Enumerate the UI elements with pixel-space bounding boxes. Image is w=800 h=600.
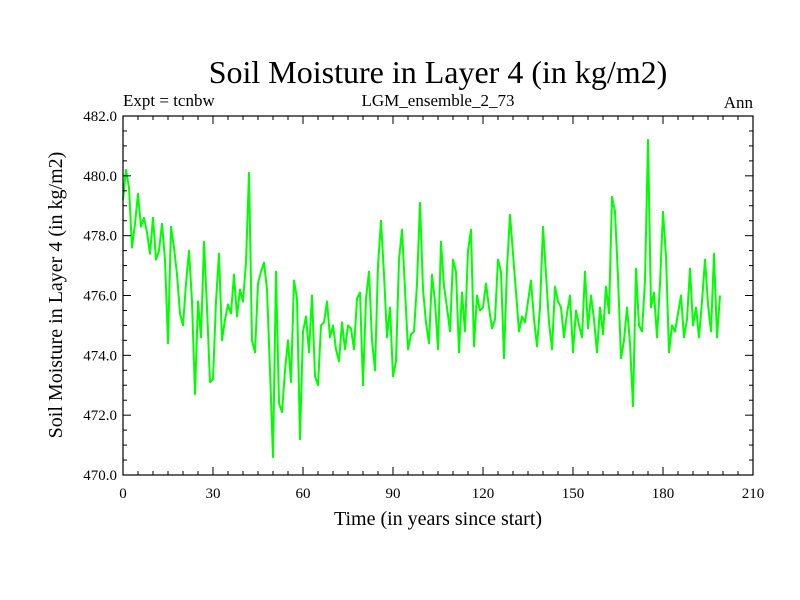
x-axis-label: Time (in years since start)	[334, 508, 542, 530]
x-axis: 0 30 60 90 120 150 180 210	[119, 116, 764, 502]
x-tick-label: 60	[296, 486, 311, 502]
plot-area	[122, 138, 721, 459]
chart-title: Soil Moisture in Layer 4 (in kg/m2)	[209, 54, 668, 90]
x-tick-label: 180	[652, 486, 675, 502]
y-tick-label: 482.0	[83, 109, 117, 125]
period-label: Ann	[724, 93, 754, 112]
y-axis: 470.0 472.0 474.0 476.0 478.0 480.0 482.0	[83, 109, 753, 484]
series-line	[122, 138, 721, 459]
y-tick-label: 476.0	[83, 289, 117, 305]
x-tick-label: 30	[206, 486, 221, 502]
x-tick-label: 120	[472, 486, 495, 502]
y-tick-label: 480.0	[83, 169, 117, 185]
x-tick-label: 0	[119, 486, 127, 502]
y-tick-label: 478.0	[83, 229, 117, 245]
y-axis-label: Soil Moisture in Layer 4 (in kg/m2)	[45, 152, 67, 439]
y-tick-label: 474.0	[83, 348, 117, 364]
x-tick-label: 90	[386, 486, 401, 502]
y-tick-label: 472.0	[83, 408, 117, 424]
ensemble-label: LGM_ensemble_2_73	[362, 91, 515, 110]
y-tick-label: 470.0	[83, 468, 117, 484]
x-tick-label: 150	[562, 486, 585, 502]
x-tick-label: 210	[742, 486, 765, 502]
experiment-label: Expt = tcnbw	[123, 91, 215, 110]
